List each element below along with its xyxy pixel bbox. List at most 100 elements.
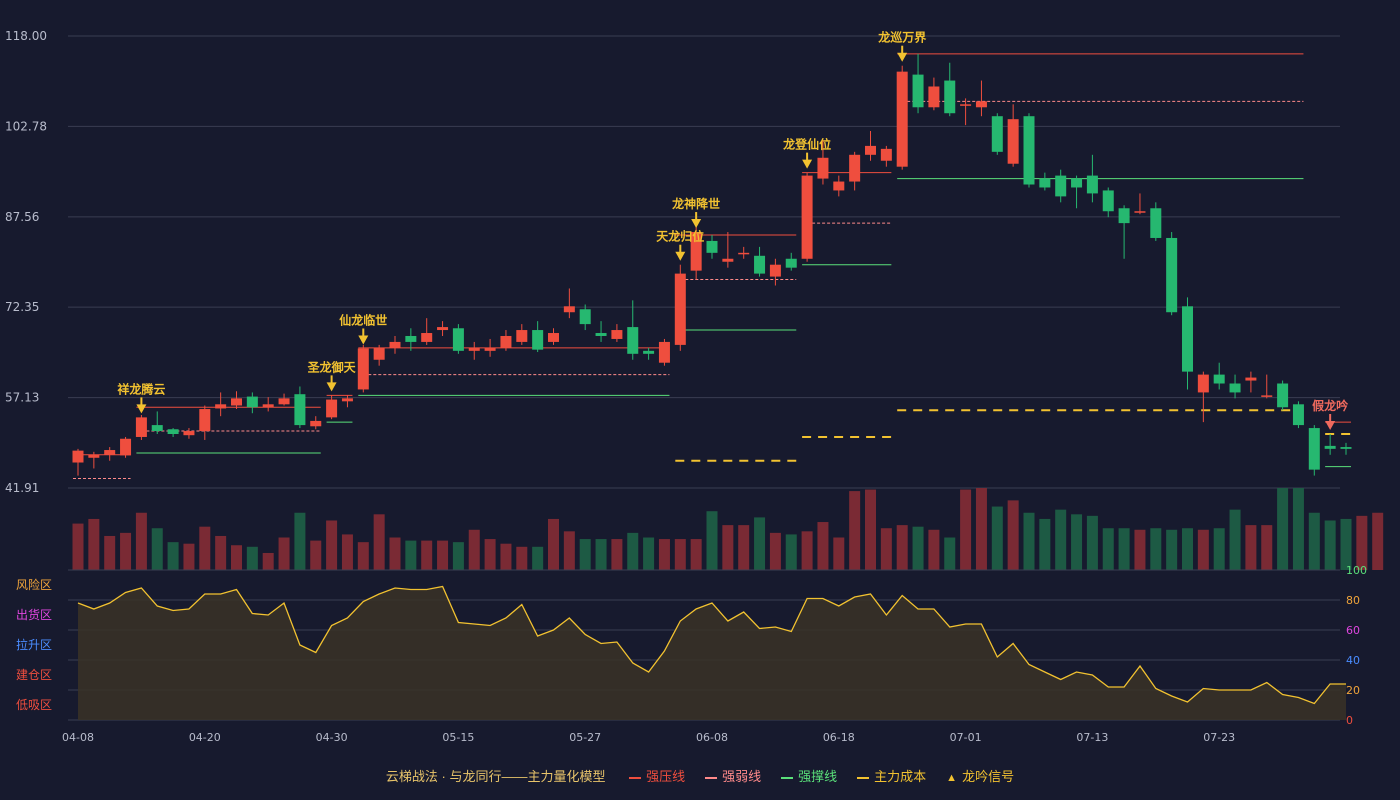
candle-body [405,335,417,342]
candle-body [1197,374,1209,393]
line-swatch-icon [705,776,718,779]
volume-bar [722,525,734,570]
date-tick-label: 04-20 [189,731,221,744]
volume-bar [1245,525,1257,570]
candle-body [215,404,227,409]
candle-body [72,450,84,463]
volume-bar [928,529,940,570]
zone-label: 拉升区 [16,637,52,652]
volume-bar [643,537,655,570]
candle-body [262,404,274,408]
signal-arrow-head [897,52,908,62]
candle-body [516,330,528,342]
volume-bar [1071,514,1083,570]
candle-body [1007,119,1019,164]
volume-bar [738,525,750,570]
volume-bar [658,539,670,570]
signal-label: 圣龙御天 [307,359,357,374]
volume-bar [563,531,575,570]
volume-bar [104,535,116,570]
candle-body [944,80,956,114]
volume-bar [1229,509,1241,570]
volume-bar [991,506,1003,570]
volume-bar [595,539,607,570]
candle-body [611,330,623,339]
candle-body [595,333,607,336]
volume-bar [88,518,100,570]
signal-arrow-head [675,251,686,261]
volume-bar [452,542,464,570]
volume-bar [944,537,956,570]
volume-bar [468,529,480,570]
price-tick-label: 41.91 [5,481,39,495]
candle-body [532,330,544,350]
candle-body [1039,178,1051,188]
candle-body [849,154,861,182]
candlesticks [72,53,1352,476]
candle-body [928,86,940,108]
legend-item: 主力成本 [857,766,926,785]
signal-arrow-head [358,335,369,345]
candle-body [199,409,211,432]
date-tick-label: 06-08 [696,731,728,744]
volume-bar [167,542,179,570]
volume-bar [849,491,861,570]
legend-item-label: 强弱线 [722,769,762,784]
candle-body [1340,447,1352,449]
legend-item-label: 强压线 [646,769,686,784]
candle-body [769,264,781,277]
volume-bar [674,539,686,570]
legend-item-label: 龙吟信号 [962,769,1015,784]
candle-body [246,396,258,408]
legend: 云梯战法 · 与龙同行——主力量化模型 强压线 强弱线 强撑线 主力成本 ▲ 龙吟信号 [0,766,1400,785]
volume-bar [421,540,433,570]
candle-body [738,252,750,255]
volume-bar [1372,512,1384,570]
osc-tick-label: 20 [1346,684,1360,697]
volume-bar [231,545,242,570]
zone-label: 建仓区 [16,668,52,682]
candle-body [500,335,512,348]
candle-body [1245,377,1257,381]
volume-bar [754,517,766,570]
volume-bar [516,546,528,570]
osc-tick-label: 40 [1346,654,1360,667]
volume-bar [1356,515,1368,570]
candle-body [801,175,813,259]
candle-body [817,157,829,179]
candle-body [326,399,338,418]
candle-body [167,429,179,435]
volume-bar [120,532,132,570]
candle-body [278,398,290,405]
legend-item: 强撑线 [781,766,837,785]
candle-body [1261,395,1273,397]
triangle-icon: ▲ [946,772,958,784]
signal-arrow-head [1325,421,1336,431]
candle-body [674,273,686,345]
volume-bar [801,531,813,570]
signal-arrow-head [326,382,337,392]
volume-bar [975,488,987,570]
volume-bar [1134,529,1146,570]
osc-tick-label: 60 [1346,624,1360,637]
volume-bar [960,489,972,570]
volume-bar [1023,512,1035,570]
date-tick-label: 07-23 [1203,731,1235,744]
volume-bar [785,534,797,570]
volume-bar [1166,529,1178,570]
candle-body [357,348,369,390]
candle-body [991,116,1003,152]
candle-body [754,255,766,274]
candle-body [1118,208,1130,224]
volume-bar [1102,528,1114,570]
legend-item: 强压线 [629,766,685,785]
signal-label: 龙神降世 [672,196,720,211]
date-tick-label: 06-18 [823,731,855,744]
candle-body [1086,175,1098,194]
volume-bar [437,540,449,570]
date-tick-label: 04-30 [316,731,348,744]
signal-arrow-head [691,219,702,229]
candle-body [1292,404,1304,426]
